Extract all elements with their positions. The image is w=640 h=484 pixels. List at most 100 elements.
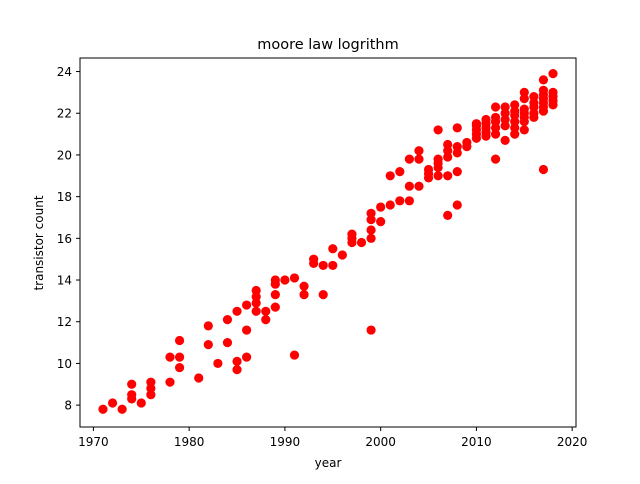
data-point bbox=[337, 250, 347, 260]
data-point bbox=[270, 302, 280, 312]
data-point bbox=[280, 275, 290, 285]
data-point bbox=[519, 125, 529, 135]
data-point bbox=[376, 202, 386, 212]
data-point bbox=[452, 200, 462, 210]
data-point bbox=[107, 398, 118, 408]
x-tick-label: 2010 bbox=[461, 435, 492, 449]
x-tick-label: 2020 bbox=[557, 435, 588, 449]
data-point bbox=[481, 114, 491, 125]
data-point bbox=[232, 365, 242, 375]
data-point bbox=[165, 352, 175, 362]
data-point bbox=[146, 377, 156, 387]
x-tick-label: 2000 bbox=[365, 435, 396, 449]
data-point bbox=[452, 167, 462, 177]
y-tick-label: 18 bbox=[57, 190, 72, 204]
data-point bbox=[404, 196, 414, 206]
plot-frame bbox=[79, 57, 577, 428]
data-point bbox=[385, 171, 395, 181]
data-point bbox=[127, 379, 137, 389]
data-point bbox=[242, 300, 252, 310]
data-point bbox=[538, 164, 549, 175]
data-point bbox=[385, 200, 395, 210]
x-axis-label: year bbox=[315, 456, 342, 470]
data-point bbox=[203, 340, 213, 350]
data-point bbox=[232, 356, 242, 366]
data-point bbox=[423, 164, 434, 175]
data-point bbox=[318, 260, 328, 271]
x-tick-label: 1980 bbox=[174, 435, 205, 449]
y-tick-label: 8 bbox=[64, 399, 72, 413]
data-point bbox=[318, 290, 328, 300]
data-point bbox=[299, 281, 309, 291]
data-point bbox=[127, 390, 137, 400]
data-point bbox=[203, 321, 213, 331]
data-point bbox=[270, 275, 280, 285]
data-point bbox=[414, 154, 424, 164]
data-point bbox=[117, 404, 127, 414]
y-tick-label: 22 bbox=[57, 107, 72, 121]
data-point bbox=[490, 154, 501, 164]
data-point bbox=[443, 171, 453, 181]
x-tick-label: 1990 bbox=[270, 435, 301, 449]
data-point bbox=[404, 181, 414, 191]
data-point bbox=[395, 196, 405, 206]
data-point bbox=[356, 237, 367, 248]
data-point bbox=[433, 125, 443, 135]
data-point bbox=[174, 352, 185, 362]
data-point bbox=[500, 102, 510, 112]
data-point bbox=[538, 75, 549, 85]
data-point bbox=[289, 273, 300, 283]
data-point bbox=[433, 154, 443, 164]
data-point bbox=[538, 85, 549, 95]
data-point bbox=[174, 335, 185, 346]
data-point bbox=[443, 139, 453, 150]
data-point bbox=[270, 290, 280, 300]
data-point bbox=[366, 225, 376, 235]
data-point bbox=[433, 171, 443, 181]
data-point bbox=[98, 404, 108, 414]
data-point bbox=[548, 69, 558, 79]
data-point bbox=[261, 315, 271, 325]
data-point bbox=[414, 181, 424, 191]
data-point bbox=[500, 135, 510, 145]
data-point bbox=[347, 229, 357, 239]
y-tick-label: 12 bbox=[57, 315, 72, 329]
data-point bbox=[548, 87, 558, 97]
data-point bbox=[261, 306, 271, 316]
x-tick-label: 1970 bbox=[78, 435, 109, 449]
y-tick-label: 14 bbox=[57, 274, 72, 288]
data-point bbox=[328, 244, 338, 254]
data-point bbox=[366, 233, 376, 243]
data-point bbox=[328, 260, 338, 271]
data-point bbox=[529, 91, 539, 102]
data-point bbox=[289, 350, 300, 360]
y-tick-label: 20 bbox=[57, 148, 72, 162]
data-point bbox=[452, 123, 462, 133]
data-point bbox=[376, 217, 386, 227]
data-point bbox=[452, 142, 462, 152]
data-point bbox=[136, 398, 146, 408]
data-point bbox=[462, 137, 472, 148]
data-point bbox=[232, 306, 242, 316]
data-point bbox=[222, 315, 233, 325]
data-point bbox=[251, 285, 261, 296]
data-point bbox=[395, 167, 405, 177]
data-point bbox=[510, 100, 520, 110]
data-point bbox=[443, 210, 453, 220]
data-point bbox=[165, 377, 175, 387]
data-point bbox=[490, 102, 501, 112]
data-point bbox=[366, 208, 376, 218]
data-point bbox=[174, 362, 185, 373]
data-point bbox=[309, 254, 319, 264]
y-tick-label: 10 bbox=[57, 357, 72, 371]
data-point bbox=[242, 352, 252, 362]
data-point bbox=[519, 104, 529, 114]
y-axis-label: transistor count bbox=[32, 195, 46, 290]
data-point bbox=[213, 358, 223, 369]
data-point bbox=[404, 154, 414, 164]
axes-layer: 1970 1980 1990 2000 2010 2020 8 10 12 14 16 18 20 22 2… bbox=[57, 57, 588, 449]
data-point bbox=[251, 306, 261, 316]
